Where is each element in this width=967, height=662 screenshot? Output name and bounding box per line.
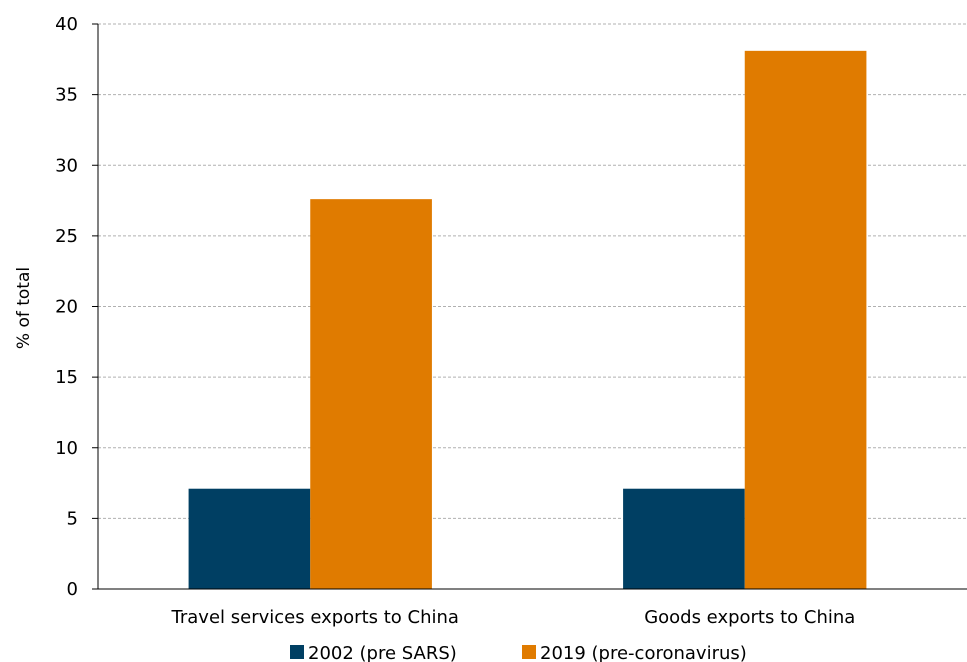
y-tick-label: 5 <box>67 508 78 529</box>
y-tick-label: 0 <box>67 579 78 600</box>
bar <box>188 488 311 589</box>
y-tick-label: 30 <box>55 155 78 176</box>
legend-label: 2019 (pre-coronavirus) <box>540 643 747 662</box>
y-tick-label: 10 <box>55 438 78 459</box>
y-tick-label: 25 <box>55 226 78 247</box>
legend: 2002 (pre SARS) 2019 (pre-coronavirus) <box>290 643 747 662</box>
bars <box>188 50 867 589</box>
x-category-label: Goods exports to China <box>644 607 855 628</box>
x-category-labels: Travel services exports to China Goods ex… <box>171 607 856 628</box>
axes <box>92 23 967 590</box>
x-category-label: Travel services exports to China <box>171 607 459 628</box>
y-tick-label: 20 <box>55 297 78 318</box>
bar <box>623 488 745 589</box>
bar <box>310 199 432 589</box>
y-tick-label: 40 <box>55 14 78 35</box>
legend-swatch <box>522 645 536 659</box>
y-axis-title: % of total <box>14 267 34 349</box>
legend-swatch <box>290 645 304 659</box>
y-tick-labels: 0 5 10 15 20 25 30 35 40 <box>55 14 78 600</box>
y-tick-label: 15 <box>55 367 78 388</box>
legend-label: 2002 (pre SARS) <box>308 643 457 662</box>
y-tick-label: 35 <box>55 85 78 106</box>
bar <box>744 50 867 589</box>
